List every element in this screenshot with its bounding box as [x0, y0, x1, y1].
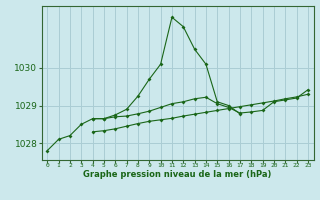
X-axis label: Graphe pression niveau de la mer (hPa): Graphe pression niveau de la mer (hPa) — [84, 170, 272, 179]
